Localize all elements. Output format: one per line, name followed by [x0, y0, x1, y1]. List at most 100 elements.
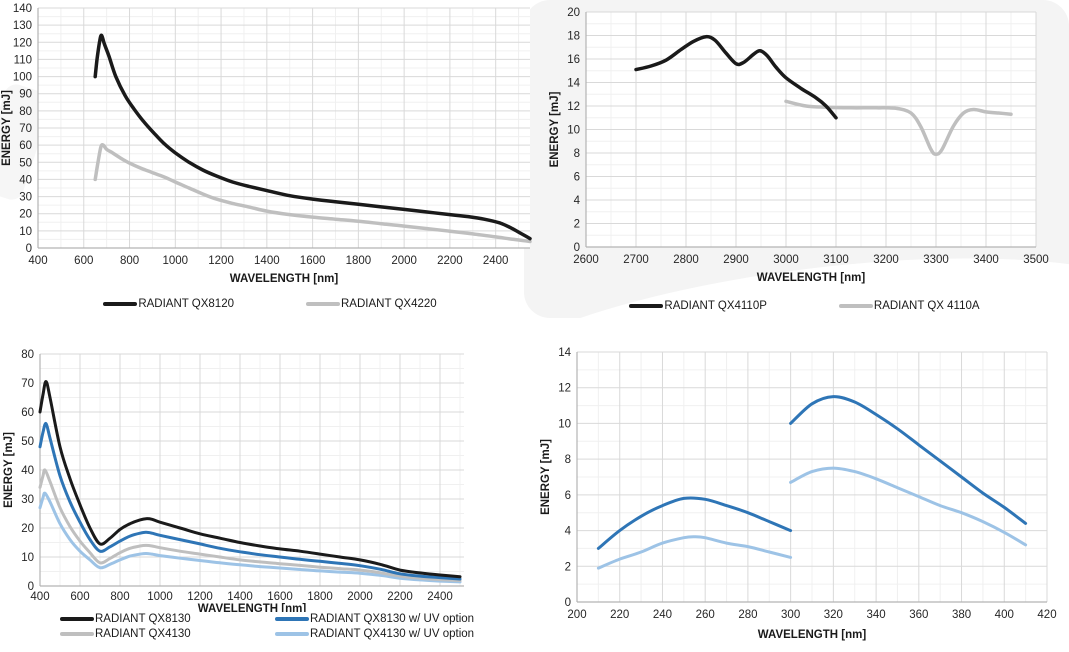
chart-top-right-canvas: 2600 2700 2800 2900 3000 3100 3200 3300 3400 3500…	[549, 7, 1049, 284]
y-tick-label: 14	[558, 347, 571, 359]
y-tick-label: 0	[565, 597, 571, 609]
series-line	[38, 422, 462, 581]
x-tick-label: 600	[74, 255, 93, 267]
legend-label: RADIANT QX4130	[95, 628, 191, 640]
x-tick-label: 3300	[923, 254, 949, 266]
series-line	[38, 491, 462, 584]
y-tick-label: 40	[19, 174, 32, 186]
legend-top-right: RADIANT QX4110P RADIANT QX 4110A	[540, 300, 1069, 312]
legend-label: RADIANT QX4220	[341, 298, 437, 310]
legend-label: RADIANT QX4130 w/ UV option	[310, 628, 475, 640]
x-tick-label: 280	[738, 609, 757, 621]
y-tick-label: 0	[574, 242, 580, 254]
legend-line-swatch	[838, 304, 873, 308]
y-tick-label: 60	[21, 407, 34, 419]
legend-item: RADIANT QX8130 w/ UV option	[275, 613, 530, 625]
legend-bottom-left: RADIANT QX8130 RADIANT QX8130 w/ UV optio…	[60, 613, 530, 640]
series-line	[93, 142, 532, 244]
y-axis-title: ENERGY [mJ]	[549, 91, 561, 167]
series-line	[38, 380, 462, 579]
x-tick-label: 300	[781, 609, 800, 621]
series-line	[784, 99, 1013, 156]
legend-line-swatch	[306, 302, 340, 306]
x-tick-label: 1600	[300, 255, 326, 267]
y-tick-label: 16	[567, 54, 580, 66]
x-tick-label: 2200	[387, 591, 413, 603]
x-tick-label: 2400	[483, 255, 509, 267]
y-tick-label: 90	[19, 89, 32, 101]
x-tick-label: 240	[653, 609, 672, 621]
x-tick-label: 1800	[307, 591, 333, 603]
x-tick-label: 380	[952, 609, 971, 621]
y-tick-label: 12	[567, 101, 580, 113]
legend-label: RADIANT QX8120	[138, 298, 234, 310]
y-tick-label: 10	[21, 552, 34, 564]
x-tick-label: 360	[909, 609, 928, 621]
legend-line-swatch	[629, 304, 664, 308]
x-tick-label: 260	[696, 609, 715, 621]
y-tick-label: 20	[21, 523, 34, 535]
y-tick-label: 50	[19, 157, 32, 169]
legend-label: RADIANT QX 4110A	[873, 300, 980, 312]
y-tick-label: 10	[558, 418, 571, 430]
x-tick-label: 3100	[823, 254, 849, 266]
y-tick-label: 40	[21, 465, 34, 477]
x-tick-label: 2000	[347, 591, 373, 603]
x-axis-title: WAVELENGTH [nm]	[757, 272, 866, 284]
x-tick-label: 2200	[437, 255, 463, 267]
y-tick-label: 10	[567, 125, 580, 137]
y-tick-label: 60	[19, 140, 32, 152]
x-tick-label: 400	[995, 609, 1014, 621]
y-tick-label: 140	[13, 3, 32, 15]
y-tick-label: 18	[567, 31, 580, 43]
x-tick-label: 2800	[673, 254, 699, 266]
x-tick-label: 3200	[873, 254, 899, 266]
x-tick-label: 1600	[267, 591, 293, 603]
x-tick-label: 400	[28, 255, 47, 267]
x-tick-label: 1800	[346, 255, 372, 267]
x-tick-label: 2400	[427, 591, 453, 603]
series-line	[93, 33, 532, 241]
x-tick-label: 1000	[163, 255, 189, 267]
x-tick-label: 800	[110, 591, 129, 603]
y-tick-label: 20	[567, 7, 580, 19]
x-tick-label: 2600	[573, 254, 599, 266]
y-tick-label: 6	[565, 490, 571, 502]
y-tick-label: 4	[574, 195, 581, 207]
y-tick-label: 4	[565, 526, 572, 538]
y-tick-label: 12	[558, 383, 571, 395]
x-tick-label: 3000	[773, 254, 799, 266]
legend-line-swatch	[275, 617, 309, 621]
series-line	[634, 34, 838, 120]
y-tick-label: 6	[574, 172, 580, 184]
x-tick-label: 2700	[623, 254, 649, 266]
y-tick-label: 8	[574, 148, 580, 160]
legend-top-left: RADIANT QX8120 RADIANT QX4220	[0, 298, 540, 310]
y-tick-label: 80	[19, 106, 32, 118]
y-axis-title: ENERGY [mJ]	[3, 432, 15, 508]
x-tick-label: 400	[30, 591, 49, 603]
y-tick-label: 8	[565, 454, 571, 466]
y-tick-label: 0	[26, 243, 32, 255]
legend-label: RADIANT QX8130	[95, 613, 191, 625]
y-axis-title: ENERGY [mJ]	[1, 90, 13, 166]
legend-item: RADIANT QX8130	[60, 613, 275, 625]
y-tick-label: 120	[13, 37, 32, 49]
y-tick-label: 10	[19, 226, 32, 238]
x-tick-label: 800	[120, 255, 139, 267]
x-tick-label: 1200	[208, 255, 234, 267]
y-tick-label: 20	[19, 209, 32, 221]
y-tick-label: 50	[21, 436, 34, 448]
x-tick-label: 420	[1037, 609, 1056, 621]
x-tick-label: 3400	[973, 254, 999, 266]
legend-item: RADIANT QX 4110A	[838, 300, 980, 312]
series-line	[596, 496, 793, 550]
legend-item: RADIANT QX4130 w/ UV option	[275, 628, 530, 640]
legend-line-swatch	[275, 632, 309, 636]
y-tick-label: 130	[13, 20, 32, 32]
legend-item: RADIANT QX4220	[306, 298, 437, 310]
legend-line-swatch	[60, 617, 94, 621]
legend-line-swatch	[103, 302, 138, 306]
x-tick-label: 600	[70, 591, 89, 603]
